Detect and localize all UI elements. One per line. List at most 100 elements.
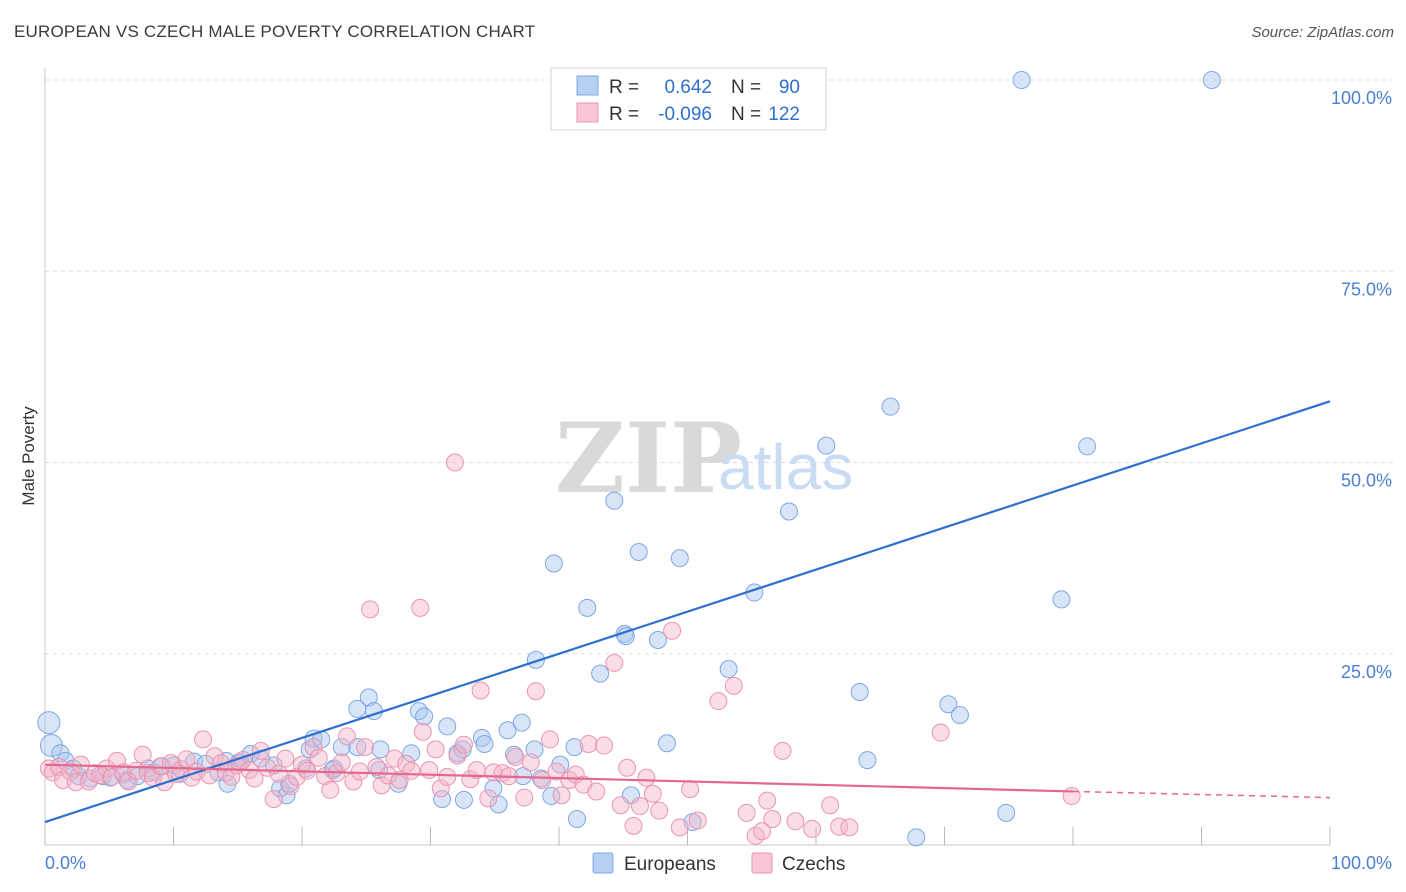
stat-r-czechs: -0.096 — [658, 104, 712, 125]
czechs-point — [552, 786, 571, 805]
europeans-point — [881, 397, 900, 416]
czechs-point — [630, 796, 649, 815]
europeans-point — [1078, 437, 1097, 456]
czechs-point — [724, 676, 743, 695]
source-note: Source: ZipAtlas.com — [1251, 24, 1394, 41]
europeans-point — [484, 779, 503, 798]
europeans-point — [850, 683, 869, 701]
czechs-point — [643, 784, 662, 803]
czechs-point — [114, 763, 133, 782]
europeans-point — [616, 627, 635, 646]
czechs-point — [506, 748, 525, 767]
europeans-point — [489, 795, 508, 814]
europeans-point — [544, 554, 563, 573]
czechs-point — [931, 723, 950, 742]
europeans-point — [526, 650, 545, 669]
czechs-point — [624, 816, 643, 835]
x-tick-label-max: 100.0% — [1331, 853, 1392, 873]
czechs-point — [304, 738, 323, 757]
trend-lines — [44, 400, 1331, 824]
europeans-point — [648, 630, 667, 649]
chart-title: EUROPEAN VS CZECH MALE POVERTY CORRELATI… — [14, 22, 536, 41]
y-tick-label-0: 25.0% — [1341, 662, 1392, 682]
europeans-point — [858, 751, 877, 770]
czechs-point — [119, 772, 138, 791]
europeans-point — [409, 702, 428, 721]
europeans-point — [950, 705, 969, 724]
europeans-point — [438, 717, 457, 736]
czechs-point — [663, 621, 682, 640]
czechs-trend-line — [44, 763, 1074, 793]
czechs-point — [102, 767, 121, 786]
czechs-point — [1062, 787, 1081, 806]
czechs-point — [605, 653, 624, 672]
czechs-point — [379, 766, 398, 785]
czechs-point — [709, 692, 728, 711]
czechs-point — [332, 753, 351, 772]
europeans-point — [817, 436, 836, 455]
czechs-point — [521, 753, 540, 772]
europeans-point — [670, 549, 689, 568]
czechs-point — [385, 749, 404, 768]
europeans-point — [605, 491, 624, 510]
europeans-point — [37, 711, 61, 735]
europeans-point — [39, 734, 63, 758]
czechs-point — [830, 817, 849, 836]
czechs-point — [737, 803, 756, 822]
europeans-trend-line — [44, 400, 1331, 824]
x-tick-label-min: 0.0% — [45, 853, 86, 873]
stat-label-n-1: N = — [731, 77, 761, 98]
europeans-point — [1052, 590, 1071, 609]
gridlines — [45, 79, 1395, 655]
czechs-point — [445, 453, 464, 472]
czechs-point — [541, 730, 560, 749]
czechs-point — [426, 740, 445, 759]
czechs-point — [681, 780, 700, 799]
europeans-point — [657, 734, 676, 753]
czechs-point — [212, 754, 231, 773]
europeans-point — [359, 688, 378, 707]
czechs-point — [579, 735, 598, 754]
czechs-point — [526, 682, 545, 701]
axes — [44, 68, 1331, 846]
czechs-point — [431, 779, 450, 798]
europeans-point — [939, 695, 958, 714]
czechs-point — [222, 767, 241, 786]
y-axis-title: Male Poverty — [19, 406, 38, 506]
czechs-point — [66, 773, 85, 792]
legend-label-europeans: Europeans — [624, 854, 716, 875]
czechs-point — [321, 780, 340, 799]
czechs-point — [670, 818, 689, 837]
czechs-point — [133, 745, 152, 764]
czechs-point — [281, 777, 300, 796]
europeans-point — [475, 735, 494, 754]
series-europeans — [37, 71, 1221, 847]
europeans-point — [542, 787, 561, 806]
x-tick-labels: 0.0% 100.0% — [45, 853, 1392, 873]
y-tick-label-2: 75.0% — [1341, 279, 1392, 299]
stat-label-r-2: R = — [609, 104, 639, 125]
europeans-point — [371, 740, 390, 759]
europeans-point — [402, 744, 421, 763]
czechs-point — [746, 826, 765, 845]
czechs-point — [264, 790, 283, 809]
czechs-point — [355, 738, 374, 757]
czechs-point — [194, 730, 213, 749]
czechs-point — [773, 741, 792, 760]
czechs-point — [611, 796, 630, 815]
czechs-point — [840, 818, 859, 837]
legend-label-czechs: Czechs — [782, 854, 845, 875]
czechs-point — [454, 735, 473, 754]
czechs-point — [61, 762, 80, 781]
watermark-zip: ZIP — [555, 402, 742, 515]
czechs-point — [688, 811, 707, 830]
europeans-point — [629, 543, 648, 562]
legend-swatch-czechs-stat — [576, 102, 599, 123]
stat-r-europeans: 0.642 — [664, 77, 712, 98]
czechs-point — [293, 755, 311, 774]
czechs-point — [594, 736, 613, 755]
stat-label-n-2: N = — [731, 104, 761, 125]
europeans-point — [591, 664, 610, 683]
europeans-point — [719, 660, 738, 679]
